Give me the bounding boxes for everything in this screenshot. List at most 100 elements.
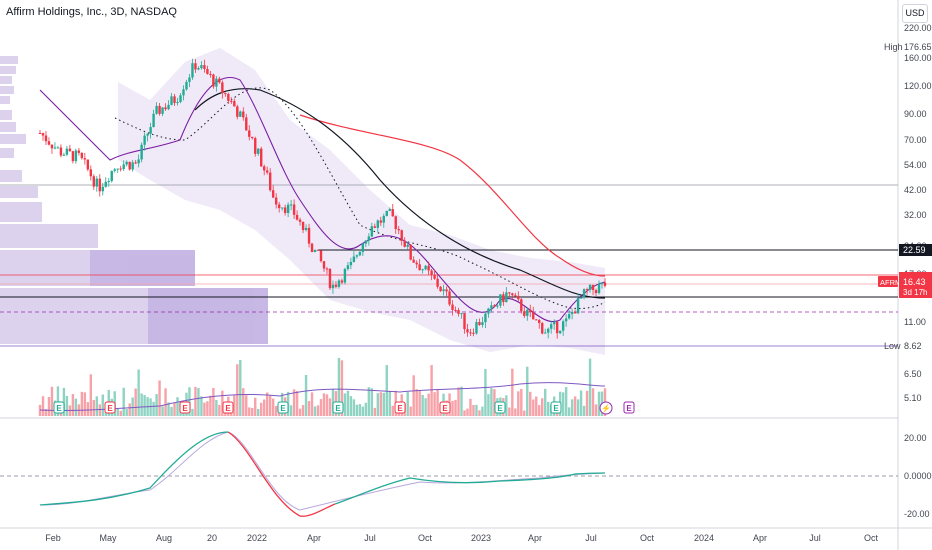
macd-tick-label: 20.00 [904, 433, 927, 443]
candle-body [248, 130, 251, 137]
candle-body [564, 318, 568, 322]
candle-body [98, 178, 101, 192]
candle-body [50, 144, 54, 149]
volume-bar [517, 391, 520, 416]
candle-body [576, 297, 580, 314]
volume-bar [454, 399, 457, 416]
candle-body [236, 106, 239, 117]
candle-body [119, 168, 122, 170]
volume-bar [140, 393, 143, 416]
time-axis[interactable]: Feb May Aug 20 2022 Apr Jul Oct 2023 Apr Jul Oct 202… [45, 533, 878, 543]
low-label: Low [884, 341, 901, 351]
candle-body [322, 261, 326, 269]
candle-body [424, 265, 427, 270]
candle-body [197, 68, 200, 70]
candle-body [62, 154, 66, 156]
candle-body [113, 169, 116, 171]
volume-bar [292, 389, 296, 416]
candle-body [92, 176, 96, 187]
candle-body [379, 220, 382, 223]
candle-body [86, 159, 90, 170]
volume-bar [343, 393, 347, 416]
volume-bar [74, 398, 78, 416]
time-tick-label: Oct [864, 533, 879, 543]
high-label: High [884, 42, 903, 52]
candle-body [430, 270, 433, 275]
candle-body [421, 269, 424, 271]
volume-bar [355, 404, 359, 416]
svg-text:⚡: ⚡ [601, 403, 611, 413]
volume-bar [520, 388, 523, 416]
candle-body [358, 251, 362, 256]
volume-bar [194, 386, 197, 416]
candle-body [567, 314, 571, 319]
volume-bar [128, 403, 131, 416]
volume-bar [594, 404, 598, 416]
candle-body [445, 289, 448, 292]
candle-body [403, 240, 406, 247]
ma-long-line [299, 114, 606, 277]
candle-body [549, 324, 553, 329]
volume-bar [134, 388, 137, 416]
volume-bar [260, 402, 263, 416]
volume-bar [466, 408, 469, 416]
candle-body [502, 294, 505, 303]
candle-body [152, 113, 155, 128]
candle-body [355, 255, 359, 257]
candle-body [442, 289, 445, 292]
volume-bar [218, 404, 221, 416]
price-tick-label: 42.00 [904, 185, 927, 195]
volume-bar [92, 399, 96, 416]
macd-axis[interactable]: 20.00 0.0000 -20.00 [904, 433, 932, 519]
volume-bar [316, 405, 320, 416]
candle-body [107, 181, 110, 183]
volume-bar [415, 389, 418, 416]
candle-body [331, 284, 335, 289]
ma-dotted-line [114, 87, 606, 309]
time-tick-label: Aug [156, 533, 172, 543]
volume-bar [295, 391, 299, 416]
candle-body [391, 209, 394, 217]
candle-body [298, 219, 302, 222]
volume-bar [116, 408, 119, 416]
candle-body [385, 210, 388, 216]
candle-body [457, 310, 460, 314]
volume-bar [328, 398, 332, 416]
volume-bar [239, 359, 242, 416]
svg-text:E: E [225, 404, 231, 413]
volume-bar [41, 396, 45, 416]
candle-body [439, 286, 442, 292]
candle-body [38, 133, 42, 135]
volume-bar [98, 404, 101, 416]
volume-bar [304, 374, 308, 416]
volume-bar [203, 402, 206, 416]
candle-body [499, 294, 502, 306]
currency-button[interactable]: USD [902, 4, 928, 23]
candle-body [328, 268, 332, 289]
candle-body [265, 170, 269, 173]
volume-bar [490, 388, 493, 416]
candle-body [334, 284, 338, 287]
candle-body [263, 166, 266, 171]
earnings-markers[interactable]: E E E E E E E E E E ⚡ E [53, 401, 635, 415]
candle-body [254, 138, 257, 154]
volume-bar [161, 406, 164, 416]
volume-bar [242, 388, 245, 416]
volume-bar [233, 395, 236, 416]
high-value: 176.65 [904, 42, 932, 52]
candle-body [74, 150, 78, 162]
candle-body [65, 148, 69, 155]
volume-bar [463, 410, 466, 416]
volume-bar [188, 387, 191, 416]
candle-body [182, 89, 185, 96]
candle-body [188, 77, 191, 82]
svg-text:E: E [553, 404, 559, 413]
candle-body [47, 141, 51, 145]
volume-bar [47, 396, 51, 416]
volume-bar [71, 393, 75, 416]
volume-bar [427, 393, 430, 416]
candle-body [131, 162, 134, 170]
volume-bar [421, 394, 424, 416]
volume-bar [382, 392, 385, 416]
